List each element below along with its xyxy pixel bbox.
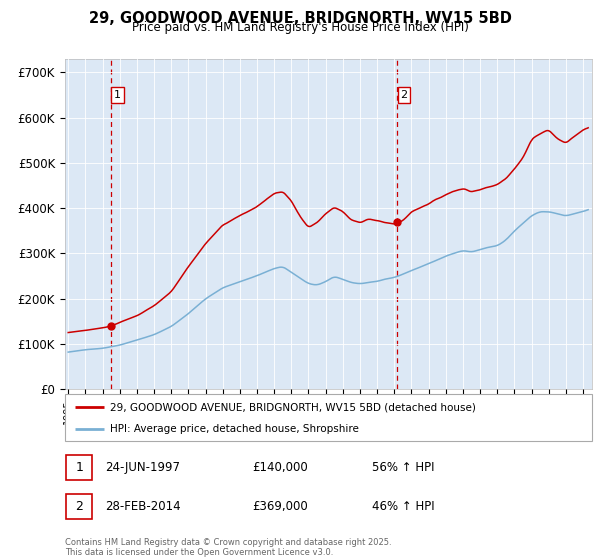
Text: 56% ↑ HPI: 56% ↑ HPI xyxy=(372,461,434,474)
Text: 46% ↑ HPI: 46% ↑ HPI xyxy=(372,500,434,514)
Text: 2: 2 xyxy=(75,500,83,514)
Text: £140,000: £140,000 xyxy=(252,461,308,474)
Text: HPI: Average price, detached house, Shropshire: HPI: Average price, detached house, Shro… xyxy=(110,424,358,434)
Text: 2: 2 xyxy=(400,90,407,100)
Text: 1: 1 xyxy=(75,461,83,474)
Text: Contains HM Land Registry data © Crown copyright and database right 2025.
This d: Contains HM Land Registry data © Crown c… xyxy=(65,538,391,557)
Text: 1: 1 xyxy=(114,90,121,100)
Text: 28-FEB-2014: 28-FEB-2014 xyxy=(105,500,181,514)
Text: 24-JUN-1997: 24-JUN-1997 xyxy=(105,461,180,474)
Text: Price paid vs. HM Land Registry's House Price Index (HPI): Price paid vs. HM Land Registry's House … xyxy=(131,21,469,34)
Text: 29, GOODWOOD AVENUE, BRIDGNORTH, WV15 5BD (detached house): 29, GOODWOOD AVENUE, BRIDGNORTH, WV15 5B… xyxy=(110,402,475,412)
Text: 29, GOODWOOD AVENUE, BRIDGNORTH, WV15 5BD: 29, GOODWOOD AVENUE, BRIDGNORTH, WV15 5B… xyxy=(89,11,511,26)
Text: £369,000: £369,000 xyxy=(252,500,308,514)
